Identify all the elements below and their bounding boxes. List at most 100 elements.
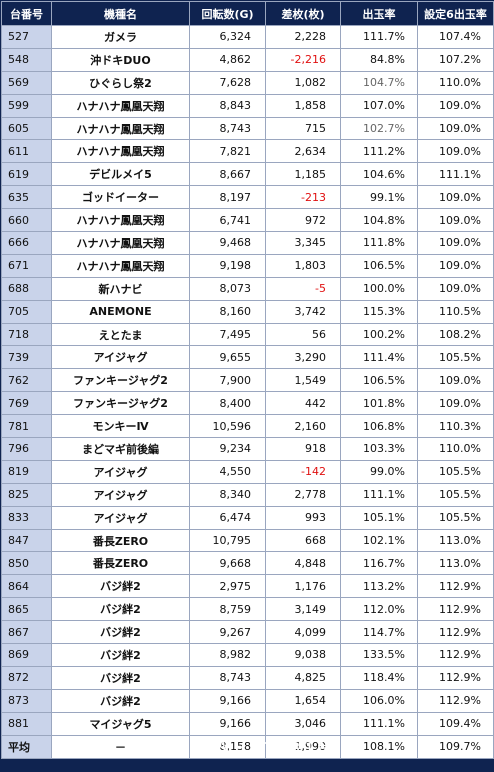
spins-cell: 8,759: [189, 597, 266, 622]
model-cell: ハナハナ鳳凰天翔: [51, 139, 190, 164]
machine-no-cell: 781: [1, 414, 52, 439]
diff-cell: -142: [265, 459, 341, 484]
diff-cell: 1,176: [265, 574, 341, 599]
payout-rate-cell: 133.5%: [340, 643, 418, 667]
model-cell: ガメラ: [51, 25, 190, 49]
setting6-rate-cell: 109.0%: [417, 231, 494, 255]
table-row: 548 沖ドキDUO 4,862 -2,216 84.8% 107.2%: [1, 47, 494, 72]
average-model-cell: －: [51, 734, 190, 759]
table-row: 881 マイジャグ5 9,166 3,046 111.1% 109.4%: [1, 711, 494, 736]
payout-rate-cell: 104.8%: [340, 208, 418, 233]
table-row: 865 バジ絆2 8,759 3,149 112.0% 112.9%: [1, 597, 494, 622]
setting6-rate-cell: 110.0%: [417, 437, 494, 461]
diff-cell: -213: [265, 185, 341, 210]
diff-cell: -2,216: [265, 47, 341, 72]
table-row: 660 ハナハナ鳳凰天翔 6,741 972 104.8% 109.0%: [1, 208, 494, 233]
payout-rate-cell: 101.8%: [340, 391, 418, 416]
model-cell: バジ絆2: [51, 574, 190, 599]
spins-cell: 8,340: [189, 482, 266, 507]
table-row: 867 バジ絆2 9,267 4,099 114.7% 112.9%: [1, 620, 494, 645]
setting6-rate-cell: 109.4%: [417, 711, 494, 736]
payout-rate-cell: 115.3%: [340, 299, 418, 324]
model-cell: バジ絆2: [51, 665, 190, 690]
average-label: 平均: [1, 734, 52, 759]
spins-cell: 9,267: [189, 620, 266, 645]
header-setting6-rate: 設定6出玉率: [417, 1, 494, 26]
model-cell: 沖ドキDUO: [51, 47, 190, 72]
spins-cell: 8,400: [189, 391, 266, 416]
machine-no-cell: 872: [1, 665, 52, 690]
machine-no-cell: 865: [1, 597, 52, 622]
table-row: 781 モンキーⅣ 10,596 2,160 106.8% 110.3%: [1, 414, 494, 439]
machine-no-cell: 825: [1, 482, 52, 507]
model-cell: ファンキージャグ2: [51, 368, 190, 393]
machine-no-cell: 718: [1, 322, 52, 347]
model-cell: ファンキージャグ2: [51, 391, 190, 416]
payout-rate-cell: 111.2%: [340, 139, 418, 164]
machine-no-cell: 739: [1, 345, 52, 370]
payout-rate-cell: 112.0%: [340, 597, 418, 622]
payout-rate-cell: 104.7%: [340, 70, 418, 95]
diff-cell: 2,634: [265, 139, 341, 164]
model-cell: アイジャグ: [51, 345, 190, 370]
payout-rate-cell: 116.7%: [340, 551, 418, 576]
diff-cell: 4,099: [265, 620, 341, 645]
machine-no-cell: 819: [1, 459, 52, 484]
spins-cell: 9,468: [189, 231, 266, 255]
payout-rate-cell: 84.8%: [340, 47, 418, 72]
header-model: 機種名: [51, 1, 190, 26]
machine-no-cell: 769: [1, 391, 52, 416]
spins-cell: 6,324: [189, 25, 266, 49]
setting6-rate-cell: 109.0%: [417, 368, 494, 393]
model-cell: まどマギ前後編: [51, 437, 190, 461]
header-row: 台番号 機種名 回転数(G) 差枚(枚) 出玉率 設定6出玉率: [1, 1, 494, 26]
table-row: 619 デビルメイ5 8,667 1,185 104.6% 111.1%: [1, 162, 494, 187]
setting6-rate-cell: 110.0%: [417, 70, 494, 95]
diff-cell: 2,228: [265, 25, 341, 49]
average-payout-rate-cell: 108.1%: [340, 734, 418, 759]
machine-no-cell: 666: [1, 231, 52, 255]
table-row: 847 番長ZERO 10,795 668 102.1% 113.0%: [1, 528, 494, 553]
spins-cell: 8,073: [189, 276, 266, 301]
spins-cell: 9,668: [189, 551, 266, 576]
spins-cell: 10,795: [189, 528, 266, 553]
model-cell: アイジャグ: [51, 505, 190, 530]
setting6-rate-cell: 109.0%: [417, 391, 494, 416]
table-row: 864 バジ絆2 2,975 1,176 113.2% 112.9%: [1, 574, 494, 599]
machine-no-cell: 527: [1, 25, 52, 49]
model-cell: 番長ZERO: [51, 528, 190, 553]
spins-cell: 9,234: [189, 437, 266, 461]
payout-rate-cell: 107.0%: [340, 93, 418, 118]
header-payout-rate: 出玉率: [340, 1, 418, 26]
setting6-rate-cell: 105.5%: [417, 482, 494, 507]
model-cell: ハナハナ鳳凰天翔: [51, 253, 190, 278]
setting6-rate-cell: 109.0%: [417, 276, 494, 301]
setting6-rate-cell: 112.9%: [417, 665, 494, 690]
diff-cell: 4,848: [265, 551, 341, 576]
table-row: 819 アイジャグ 4,550 -142 99.0% 105.5%: [1, 459, 494, 484]
table-row: 739 アイジャグ 9,655 3,290 111.4% 105.5%: [1, 345, 494, 370]
payout-rate-cell: 99.1%: [340, 185, 418, 210]
setting6-rate-cell: 113.0%: [417, 528, 494, 553]
average-setting6-rate-cell: 109.7%: [417, 734, 494, 759]
diff-cell: 1,858: [265, 93, 341, 118]
setting6-rate-cell: 109.0%: [417, 139, 494, 164]
table-row: 666 ハナハナ鳳凰天翔 9,468 3,345 111.8% 109.0%: [1, 231, 494, 255]
machine-no-cell: 847: [1, 528, 52, 553]
model-cell: バジ絆2: [51, 643, 190, 667]
machine-no-cell: 873: [1, 688, 52, 713]
diff-cell: 668: [265, 528, 341, 553]
setting6-rate-cell: 112.9%: [417, 574, 494, 599]
table-row: 796 まどマギ前後編 9,234 918 103.3% 110.0%: [1, 437, 494, 461]
diff-cell: 715: [265, 116, 341, 141]
table-row: 718 えとたま 7,495 56 100.2% 108.2%: [1, 322, 494, 347]
table-row: 850 番長ZERO 9,668 4,848 116.7% 113.0%: [1, 551, 494, 576]
setting6-rate-cell: 111.1%: [417, 162, 494, 187]
table-row: 599 ハナハナ鳳凰天翔 8,843 1,858 107.0% 109.0%: [1, 93, 494, 118]
spins-cell: 6,474: [189, 505, 266, 530]
payout-rate-cell: 99.0%: [340, 459, 418, 484]
table-row: 671 ハナハナ鳳凰天翔 9,198 1,803 106.5% 109.0%: [1, 253, 494, 278]
machine-no-cell: 833: [1, 505, 52, 530]
payout-rate-cell: 102.7%: [340, 116, 418, 141]
